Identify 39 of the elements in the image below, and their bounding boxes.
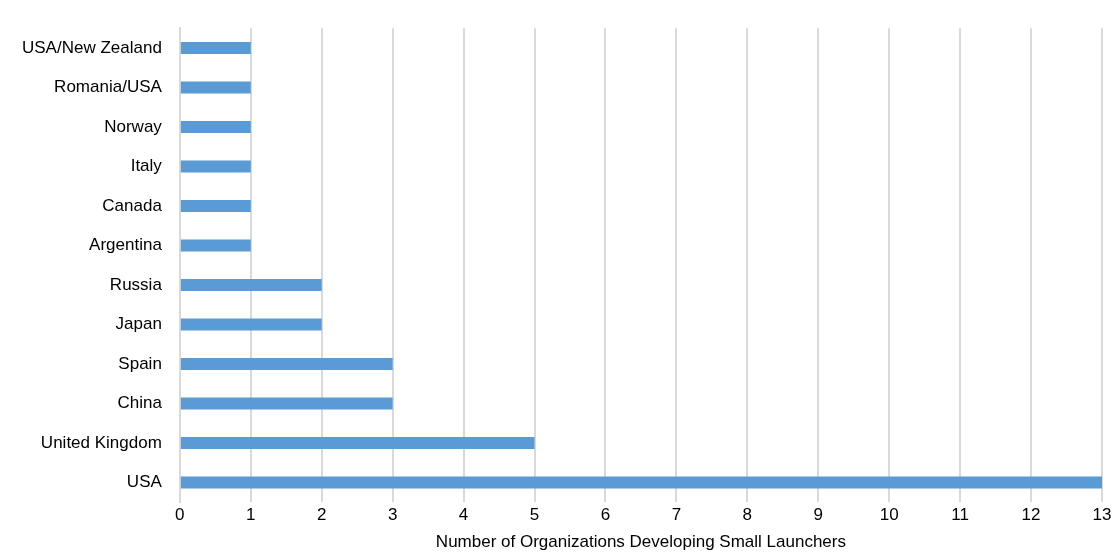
- y-tick-label: United Kingdom: [40, 432, 162, 452]
- y-tick-label: Russia: [109, 274, 163, 294]
- x-tick-label: 9: [813, 505, 823, 525]
- x-tick-label: 0: [175, 505, 185, 525]
- x-tick-label: 3: [387, 505, 398, 525]
- bar: [180, 200, 251, 212]
- y-tick-label: Italy: [130, 156, 163, 176]
- bar: [180, 397, 393, 410]
- y-tick-label: USA: [126, 472, 163, 492]
- x-tick-label: 7: [671, 505, 682, 525]
- y-tick-label: Canada: [102, 195, 163, 215]
- x-tick-label: 6: [600, 505, 611, 525]
- y-tick-label: China: [117, 393, 163, 413]
- bar: [180, 239, 251, 252]
- bar: [180, 476, 1102, 489]
- y-tick-label: Argentina: [89, 235, 163, 255]
- x-tick-label: 8: [742, 505, 753, 525]
- y-tick-label: Japan: [115, 314, 162, 334]
- x-tick-label: 5: [529, 505, 540, 525]
- y-tick-label: Spain: [118, 353, 162, 373]
- bar: [180, 121, 251, 133]
- y-tick-label: USA/New Zealand: [22, 37, 162, 57]
- bar: [180, 81, 251, 94]
- x-tick-label: 12: [1021, 505, 1041, 525]
- y-tick-label: Romania/USA: [54, 77, 163, 97]
- bar: [180, 160, 251, 173]
- x-tick-label: 1: [246, 505, 256, 525]
- x-tick-label: 4: [458, 505, 469, 525]
- x-tick-label: 13: [1092, 505, 1112, 525]
- x-tick-label: 10: [879, 505, 899, 525]
- x-axis-title: Number of Organizations Developing Small Launchers: [435, 532, 846, 552]
- bar: [180, 437, 535, 449]
- x-tick-label: 2: [316, 505, 327, 525]
- bar: [180, 42, 251, 54]
- bar: [180, 318, 322, 331]
- bar: [180, 358, 393, 370]
- bar: [180, 279, 322, 291]
- y-tick-label: Norway: [104, 116, 163, 136]
- x-tick-label: 11: [951, 505, 969, 525]
